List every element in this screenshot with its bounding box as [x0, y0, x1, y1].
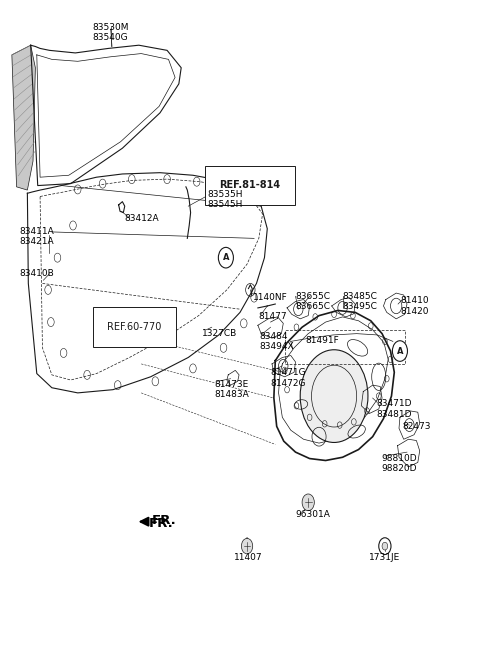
- Text: 83471D
83481D: 83471D 83481D: [376, 399, 412, 419]
- Text: 83411A
83421A: 83411A 83421A: [19, 227, 54, 246]
- Circle shape: [300, 350, 368, 442]
- Text: REF.60-770: REF.60-770: [108, 322, 162, 332]
- Text: A: A: [396, 346, 403, 355]
- Polygon shape: [12, 45, 36, 190]
- Text: 82473: 82473: [402, 422, 431, 431]
- Text: 83535H
83545H: 83535H 83545H: [207, 190, 242, 210]
- Text: 81477: 81477: [259, 313, 288, 321]
- Circle shape: [382, 542, 388, 550]
- Text: 81410
81420: 81410 81420: [400, 296, 429, 316]
- Text: 1731JE: 1731JE: [369, 553, 400, 562]
- Circle shape: [241, 538, 252, 554]
- Text: A: A: [223, 253, 229, 262]
- Text: 1327CB: 1327CB: [203, 328, 238, 338]
- Text: 81491F: 81491F: [306, 336, 340, 345]
- Text: FR.: FR.: [148, 517, 173, 530]
- Text: 98810D
98820D: 98810D 98820D: [381, 454, 417, 474]
- Text: 1140NF: 1140NF: [252, 293, 288, 302]
- Text: 83484
83494X: 83484 83494X: [260, 332, 294, 351]
- Text: FR.: FR.: [152, 514, 176, 527]
- Text: 81471G
81472G: 81471G 81472G: [271, 369, 306, 388]
- Circle shape: [302, 494, 314, 510]
- Text: 11407: 11407: [234, 553, 263, 562]
- Circle shape: [218, 248, 233, 268]
- Text: 81473E
81483A: 81473E 81483A: [215, 380, 249, 399]
- Text: 83410B: 83410B: [19, 269, 54, 279]
- Text: 96301A: 96301A: [296, 510, 330, 519]
- Text: REF.81-814: REF.81-814: [219, 181, 280, 191]
- Text: 83485C
83495C: 83485C 83495C: [343, 292, 377, 311]
- Text: 83655C
83665C: 83655C 83665C: [296, 292, 331, 311]
- Circle shape: [393, 341, 408, 361]
- Text: 83412A: 83412A: [125, 214, 159, 223]
- Text: 83530M
83540G: 83530M 83540G: [92, 23, 129, 42]
